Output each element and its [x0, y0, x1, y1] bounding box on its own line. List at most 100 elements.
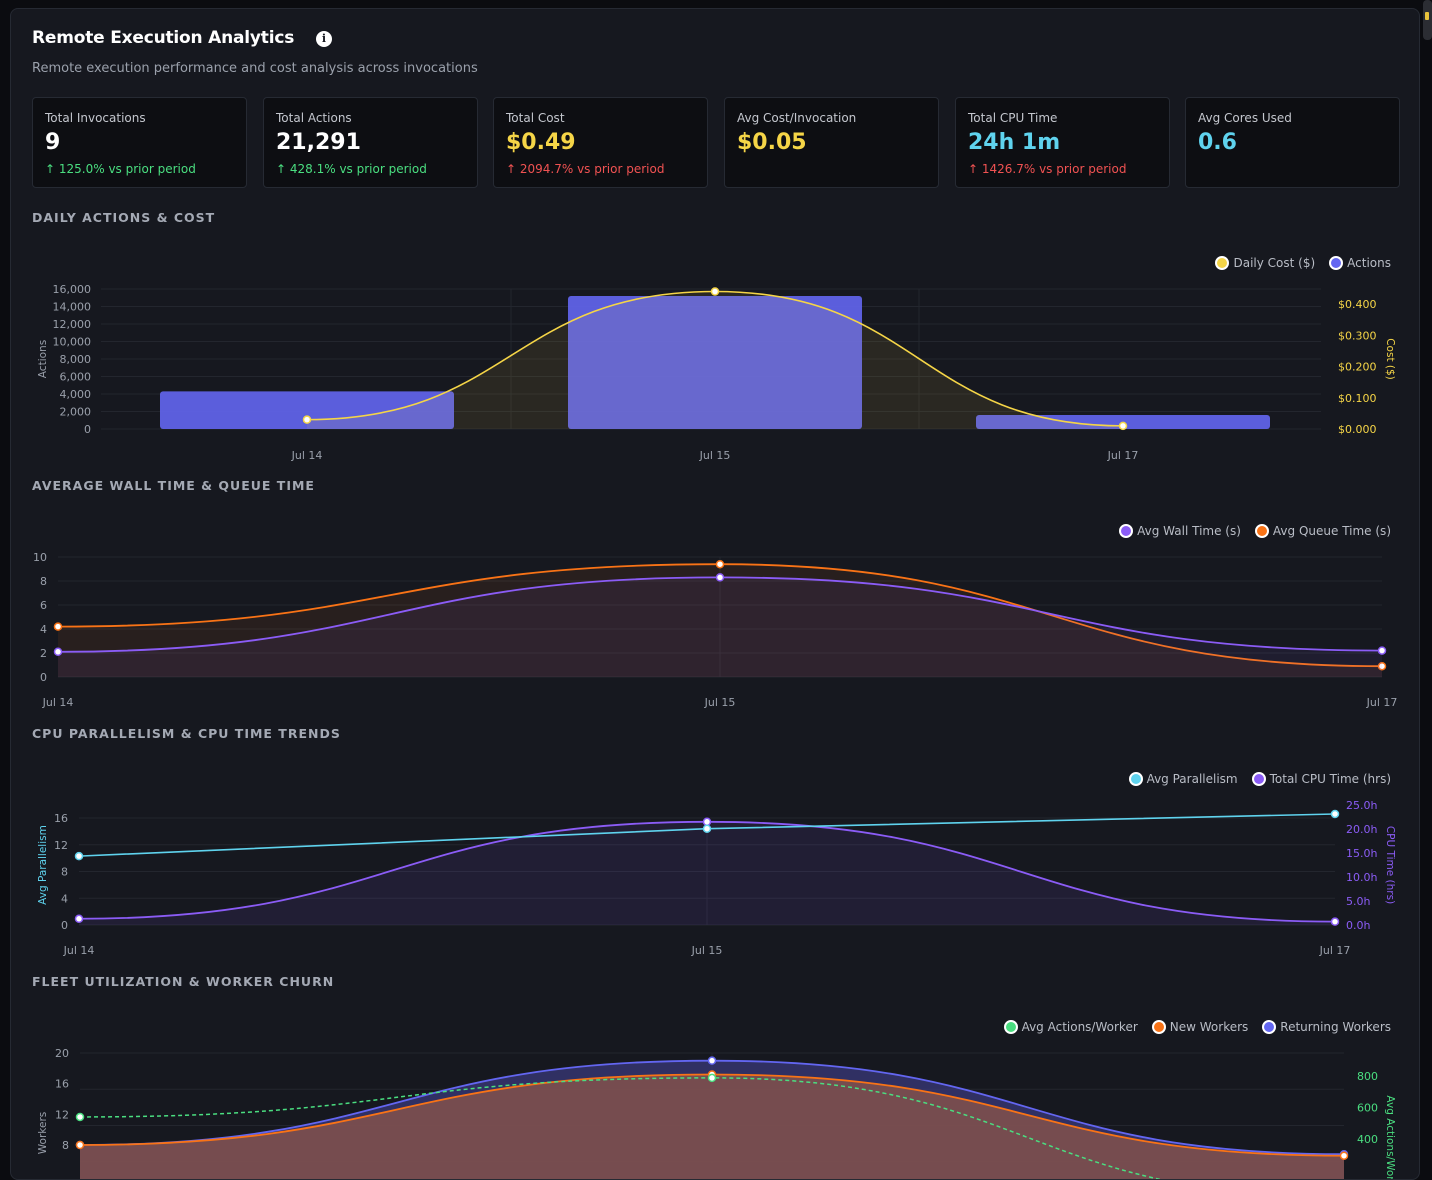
y-tick-label: 4,000 [60, 388, 92, 401]
chart-legend-fleet: Avg Actions/Worker New Workers Returning… [990, 1017, 1391, 1037]
x-tick-label: Jul 14 [42, 696, 74, 709]
legend-item-daily-cost[interactable]: Daily Cost ($) [1215, 256, 1315, 270]
y-tick-label: 16 [55, 1078, 69, 1091]
legend-item-avg-actions-worker[interactable]: Avg Actions/Worker [1003, 1020, 1138, 1034]
legend-swatch [1128, 772, 1143, 786]
x-tick-label: Jul 17 [1366, 696, 1398, 709]
info-icon[interactable]: i [316, 31, 332, 47]
legend-item-actions[interactable]: Actions [1329, 256, 1391, 270]
stat-value: $0.49 [506, 130, 576, 155]
analytics-panel: Remote Execution Analytics i Remote exec… [10, 8, 1420, 1180]
y2-tick-label: 10.0h [1346, 871, 1377, 884]
y-tick-label: 2 [40, 647, 47, 660]
data-point [1330, 809, 1340, 819]
data-point [1377, 661, 1387, 671]
chart-daily-actions-cost: 0 2,000 4,000 6,000 8,000 10,000 12,000 14,000 1… [37, 283, 1396, 462]
legend-label: Avg Parallelism [1146, 772, 1238, 786]
y2-axis-title: CPU Time (hrs) [1384, 826, 1396, 904]
legend-label: Total CPU Time (hrs) [1269, 772, 1391, 786]
x-tick-label: Jul 15 [691, 944, 723, 957]
y2-axis-title: Cost ($) [1384, 338, 1396, 380]
y2-tick-label: 20.0h [1346, 823, 1377, 836]
y-tick-label: 14,000 [53, 301, 92, 314]
y2-tick-label: 400 [1357, 1133, 1378, 1146]
data-point [1339, 1151, 1349, 1160]
legend-swatch [1215, 256, 1230, 270]
chart-legend-daily: Daily Cost ($) Actions [1201, 253, 1391, 273]
stat-change: ↑ 125.0% vs prior period [45, 162, 196, 176]
data-point [715, 559, 725, 569]
y-tick-label: 0 [61, 919, 68, 932]
y-tick-label: 4 [40, 623, 47, 636]
legend-swatch [1119, 524, 1134, 538]
y-tick-label: 6,000 [60, 371, 92, 384]
chart-fleet-utilization: 8 12 16 20 400 600 800 Workers Avg Actions/Wor [37, 1047, 1396, 1180]
stat-card-total-cost: Total Cost $0.49 ↑ 2094.7% vs prior peri… [493, 97, 708, 188]
data-point [74, 851, 84, 861]
y2-tick-label: $0.400 [1338, 298, 1377, 311]
y2-tick-label: 600 [1357, 1102, 1378, 1115]
legend-swatch [1262, 1020, 1277, 1034]
page-subtitle: Remote execution performance and cost an… [32, 61, 478, 76]
scrollbar-thumb[interactable] [1423, 0, 1432, 40]
stat-label: Total Actions [276, 111, 352, 125]
legend-swatch [1254, 524, 1269, 538]
legend-item-returning-workers[interactable]: Returning Workers [1262, 1020, 1391, 1034]
y-tick-label: 8 [40, 575, 47, 588]
y-tick-label: 0 [84, 423, 91, 436]
legend-label: Avg Wall Time (s) [1137, 524, 1241, 538]
stat-value: $0.05 [737, 130, 807, 155]
page-title: Remote Execution Analytics [32, 28, 295, 48]
legend-item-new-workers[interactable]: New Workers [1151, 1020, 1249, 1034]
legend-item-avg-wall-time[interactable]: Avg Wall Time (s) [1119, 524, 1241, 538]
y-tick-label: 8,000 [60, 353, 92, 366]
series-area [79, 821, 1335, 925]
data-point [702, 817, 712, 827]
bar [568, 296, 862, 429]
y2-tick-label: 5.0h [1346, 895, 1370, 908]
legend-label: New Workers [1169, 1020, 1249, 1034]
legend-label: Returning Workers [1280, 1020, 1391, 1034]
y2-tick-label: 15.0h [1346, 847, 1377, 860]
legend-item-avg-parallelism[interactable]: Avg Parallelism [1128, 772, 1238, 786]
y-tick-label: 16,000 [53, 283, 92, 296]
stat-card-avg-cost-per-invocation: Avg Cost/Invocation $0.05 [724, 97, 939, 188]
legend-label: Avg Actions/Worker [1021, 1020, 1138, 1034]
series-area [58, 564, 1382, 677]
stat-label: Total Invocations [45, 111, 146, 125]
stat-card-total-cpu-time: Total CPU Time 24h 1m ↑ 1426.7% vs prior… [955, 97, 1170, 188]
y2-axis-title: Avg Actions/Wor [1384, 1095, 1396, 1180]
chart-cpu-parallelism: 0 4 8 12 16 0.0h 5.0h 10.0h 15.0h 20.0h 25.0h Avg P… [37, 799, 1396, 957]
y-tick-label: 12 [54, 839, 68, 852]
y-tick-label: 10 [33, 551, 47, 564]
y2-tick-label: $0.100 [1338, 392, 1377, 405]
section-title-daily: DAILY ACTIONS & COST [32, 210, 216, 225]
data-point [1118, 421, 1128, 431]
stat-value: 24h 1m [968, 130, 1061, 155]
data-point [715, 573, 725, 582]
y-tick-label: 10,000 [53, 336, 92, 349]
stat-card-total-invocations: Total Invocations 9 ↑ 125.0% vs prior pe… [32, 97, 247, 188]
chart-wall-queue-time: 0 2 4 6 8 10 Jul 14 Jul 15 Jul 17 [33, 551, 1398, 709]
stat-change: ↑ 1426.7% vs prior period [968, 162, 1127, 176]
y2-tick-label: 0.0h [1346, 919, 1370, 932]
stat-label: Total CPU Time [968, 111, 1058, 125]
data-point [707, 1056, 717, 1065]
x-tick-label: Jul 15 [704, 696, 736, 709]
legend-item-total-cpu-time[interactable]: Total CPU Time (hrs) [1251, 772, 1391, 786]
data-point [1377, 646, 1387, 655]
legend-item-avg-queue-time[interactable]: Avg Queue Time (s) [1254, 524, 1391, 538]
data-point [53, 622, 63, 631]
data-point [53, 647, 63, 657]
stat-card-avg-cores-used: Avg Cores Used 0.6 [1185, 97, 1400, 188]
stat-value: 9 [45, 130, 61, 155]
data-point [74, 914, 84, 924]
legend-label: Daily Cost ($) [1233, 256, 1316, 270]
data-point [707, 1073, 717, 1083]
legend-swatch [1003, 1020, 1018, 1034]
stat-cards: Total Invocations 9 ↑ 125.0% vs prior pe… [32, 97, 1400, 188]
y-tick-label: 20 [55, 1047, 69, 1060]
stat-label: Avg Cost/Invocation [737, 111, 857, 125]
stat-label: Total Cost [506, 111, 565, 125]
stat-value: 21,291 [276, 130, 361, 155]
